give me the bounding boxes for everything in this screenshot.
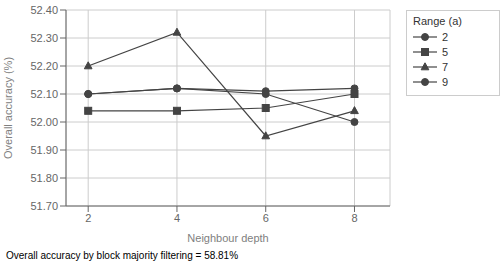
svg-text:52.40: 52.40 xyxy=(30,4,58,16)
svg-text:4: 4 xyxy=(174,212,180,224)
svg-text:2: 2 xyxy=(85,212,91,224)
svg-text:52.20: 52.20 xyxy=(30,60,58,72)
html-text:Overall accuracy by block majo: Overall accuracy by block majority filte… xyxy=(6,250,238,261)
svg-text:51.80: 51.80 xyxy=(30,172,58,184)
svg-text:Overall accuracy (%): Overall accuracy (%) xyxy=(2,57,14,159)
svg-text:51.90: 51.90 xyxy=(30,144,58,156)
svg-text:6: 6 xyxy=(263,212,269,224)
svg-text:52.30: 52.30 xyxy=(30,32,58,44)
html-text:5: 5 xyxy=(442,46,449,58)
html-text:9: 9 xyxy=(442,76,449,88)
svg-text:Neighbour depth: Neighbour depth xyxy=(187,232,268,244)
svg-text:52.10: 52.10 xyxy=(30,88,58,100)
html-text:7: 7 xyxy=(442,61,449,73)
svg-text:51.70: 51.70 xyxy=(30,200,58,212)
html-text:2: 2 xyxy=(442,31,449,43)
svg-text:52.00: 52.00 xyxy=(30,116,58,128)
svg-text:8: 8 xyxy=(351,212,357,224)
html-text:Range (a): Range (a) xyxy=(413,15,462,27)
